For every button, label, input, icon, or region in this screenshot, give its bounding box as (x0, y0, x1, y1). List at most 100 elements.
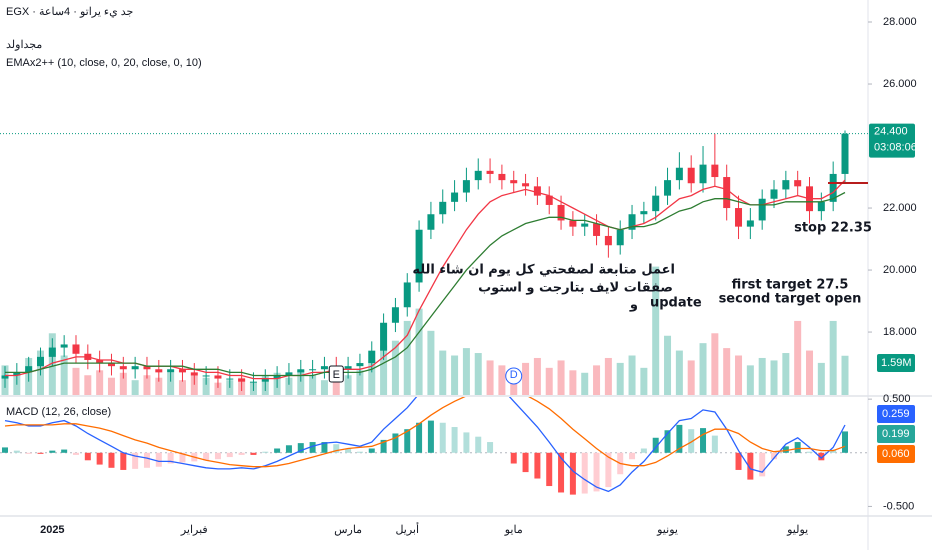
candle-body (628, 214, 636, 230)
volume-bar (356, 370, 364, 395)
macd-hist-bar (522, 452, 529, 473)
macd-hist-bar (451, 427, 458, 453)
symbol-subtitle: مجداولد (6, 39, 42, 51)
volume-bar (415, 308, 423, 395)
volume-bar (486, 360, 494, 395)
y-tick-label: 26.000 (883, 78, 917, 90)
volume-bar (403, 320, 411, 395)
candle-body (368, 350, 376, 364)
candle-body (569, 220, 577, 227)
macd-hist-bar (155, 452, 162, 467)
volume-bar (652, 266, 660, 395)
macd-hist-bar (510, 452, 517, 464)
macd-value-label: 0.060 (882, 448, 910, 460)
volume-bar (581, 372, 589, 395)
volume-bar (533, 357, 541, 395)
candle-body (510, 180, 518, 184)
candle-body (545, 195, 553, 205)
candle-body (817, 201, 825, 212)
macd-line (4, 397, 846, 493)
macd-hist-bar (759, 452, 766, 477)
macd-hist-bar (49, 450, 56, 453)
macd-hist-bar (629, 452, 636, 460)
macd-hist-bar (664, 430, 671, 453)
candle-body (522, 183, 530, 187)
candle-body (486, 170, 494, 174)
candle-body (1, 375, 9, 379)
macd-hist-bar (380, 439, 387, 453)
macd-hist-bar (558, 452, 565, 493)
event-label: D (510, 369, 518, 381)
macd-hist-bar (167, 452, 174, 464)
macd-hist-bar (368, 448, 375, 453)
volume-bar (202, 377, 210, 395)
candle-body (391, 307, 399, 323)
volume-bar (829, 320, 837, 395)
volume-bar (427, 330, 435, 395)
macd-hist-bar (143, 452, 150, 468)
volume-bar (309, 375, 317, 395)
annotation: update (650, 296, 702, 311)
event-label: E (333, 369, 340, 381)
candle-body (48, 347, 56, 357)
volume-bar (616, 362, 624, 395)
volume-bar (498, 365, 506, 395)
volume-bar (806, 350, 814, 395)
volume-bar (131, 380, 139, 395)
candle-body (746, 220, 754, 227)
candle-body (711, 164, 719, 178)
candle-body (155, 369, 163, 373)
macd-hist-bar (605, 452, 612, 488)
candle-body (261, 378, 269, 382)
candle-body (320, 366, 328, 370)
symbol: EGX · جد يء يراتو · 4ساعة (6, 6, 133, 18)
candle-body (735, 208, 743, 227)
candle-body (687, 167, 695, 184)
volume-bar (746, 365, 754, 395)
annotation: first target 27.5 (732, 278, 849, 293)
volume-bar (119, 372, 127, 395)
candle-body (380, 322, 388, 351)
macd-hist-bar (37, 452, 44, 454)
x-tick-label: يونيو (656, 524, 678, 536)
macd-hist-bar (262, 451, 269, 453)
macd-hist-bar (735, 452, 742, 470)
candle-body (841, 133, 849, 174)
macd-hist-bar (321, 442, 328, 453)
candle-body (167, 369, 175, 373)
x-tick-label: فبراير (180, 524, 208, 536)
macd-hist-bar (274, 448, 281, 453)
candle-body (25, 366, 33, 373)
volume-bar (107, 377, 115, 395)
y-tick-label: 20.000 (883, 264, 917, 276)
volume-bar (841, 355, 849, 395)
volume-bar (451, 355, 459, 395)
volume-bar (96, 370, 104, 395)
macd-hist-bar (534, 452, 541, 479)
volume-bar (72, 367, 80, 395)
macd-hist-bar (285, 445, 292, 453)
macd-hist-bar (463, 432, 470, 453)
volume-bar (332, 372, 340, 395)
candle-body (533, 186, 541, 196)
macd-hist-bar (640, 448, 647, 453)
macd-hist-bar (250, 452, 257, 455)
candle-body (675, 167, 683, 181)
volume-bar (190, 375, 198, 395)
macd-hist-bar (439, 422, 446, 453)
macd-title: MACD (12, 26, close) (6, 406, 111, 418)
macd-tick-label: 0.500 (883, 393, 911, 405)
x-tick-label: مايو (504, 524, 523, 536)
candle-body (131, 366, 139, 370)
macd-tick-label: -0.500 (883, 500, 914, 512)
event-marker (328, 365, 344, 383)
volume-bar (782, 353, 790, 395)
volume-bar (770, 360, 778, 395)
candle-body (107, 363, 115, 367)
macd-hist-bar (782, 446, 789, 453)
volume-bar (569, 370, 577, 395)
candle-body (462, 180, 470, 193)
volume-label-box (877, 354, 915, 372)
macd-hist-bar (688, 429, 695, 453)
candle-body (202, 375, 210, 377)
